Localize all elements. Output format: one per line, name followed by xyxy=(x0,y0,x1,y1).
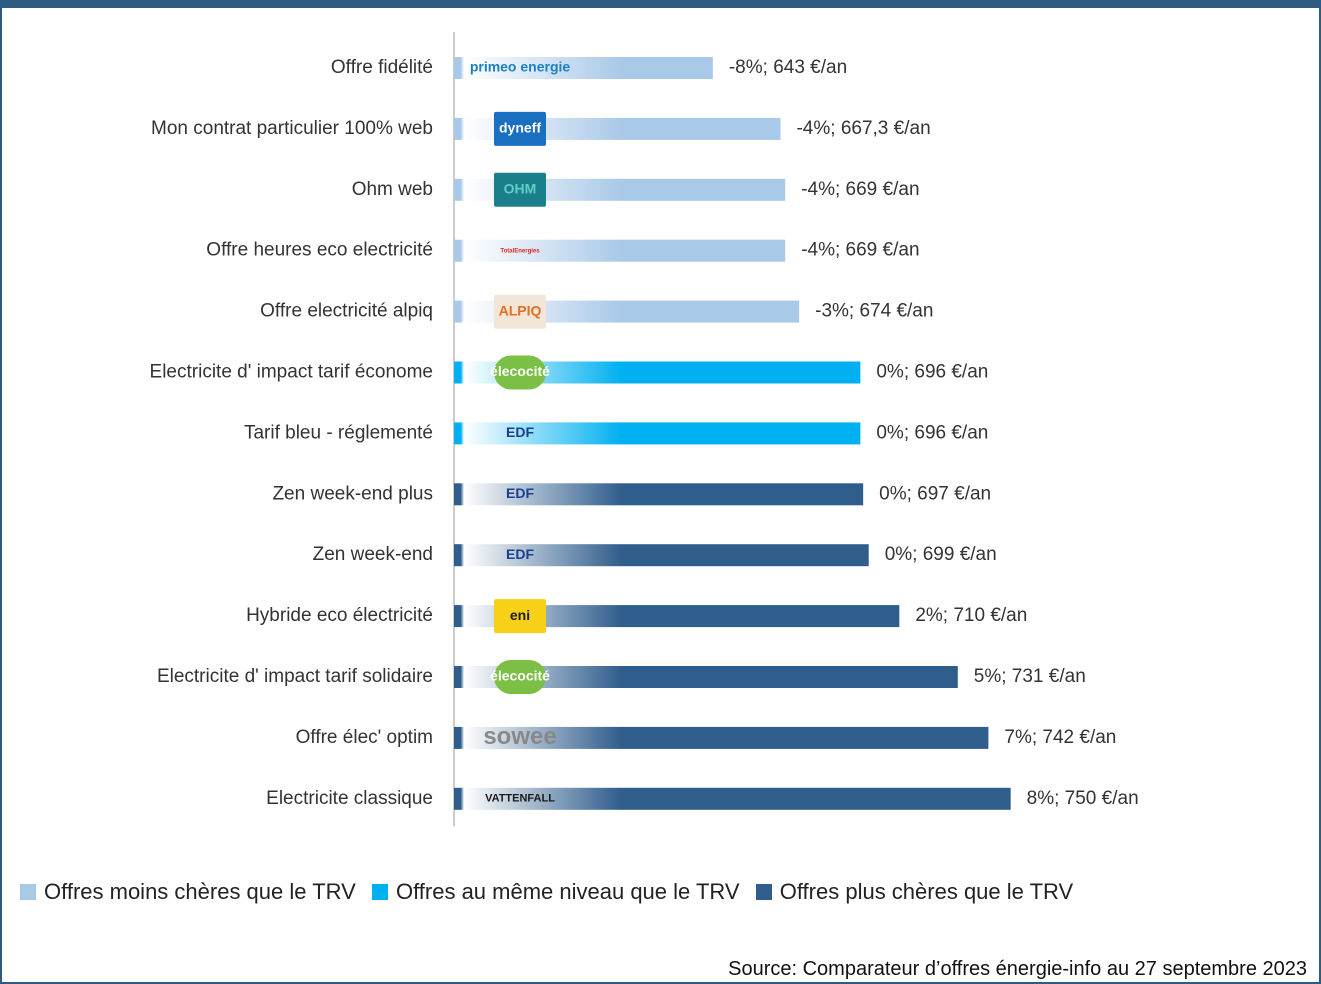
logo-bg xyxy=(494,599,546,634)
category-label: Tarif bleu - réglementé xyxy=(244,422,433,443)
logo: OHM xyxy=(504,181,537,197)
logo: élecocité xyxy=(490,668,550,684)
logo: primeo energie xyxy=(470,59,571,75)
value-label: 2%; 710 €/an xyxy=(915,605,1027,626)
category-label: Zen week-end xyxy=(313,544,433,565)
legend-item: Offres au même niveau que le TRV xyxy=(371,879,740,904)
logo: eni xyxy=(510,607,530,623)
logo-bg xyxy=(494,111,546,146)
logo: EDF xyxy=(506,485,534,501)
bar xyxy=(454,666,958,688)
category-label: Ohm web xyxy=(352,179,433,200)
bar xyxy=(454,605,900,628)
value-label: 0%; 697 €/an xyxy=(879,483,991,504)
value-label: -4%; 667,3 €/an xyxy=(796,118,930,139)
legend-label: Offres au même niveau que le TRV xyxy=(395,879,740,904)
bar xyxy=(454,361,861,384)
category-label: Electricite classique xyxy=(266,788,433,809)
value-label: 0%; 696 €/an xyxy=(876,422,988,443)
category-label: Offre heures eco electricité xyxy=(206,240,433,261)
bar xyxy=(454,544,869,567)
legend-label: Offres moins chères que le TRV xyxy=(44,879,356,904)
legend-swatch xyxy=(755,884,772,900)
logo: ALPIQ xyxy=(499,302,542,318)
bar xyxy=(454,57,713,79)
category-label: Hybride eco électricité xyxy=(246,605,433,626)
category-label: Electricite d' impact tarif solidaire xyxy=(157,666,433,687)
bar xyxy=(454,483,864,506)
bar xyxy=(454,726,989,749)
bar xyxy=(454,787,1011,810)
source: Source: Comparateur d’offres énergie-inf… xyxy=(728,958,1307,980)
legend-label: Offres plus chères que le TRV xyxy=(779,879,1074,904)
logo-bg xyxy=(494,660,546,694)
value-label: 5%; 731 €/an xyxy=(974,666,1086,687)
category-label: Offre fidélité xyxy=(331,57,433,78)
value-label: -4%; 669 €/an xyxy=(801,179,919,200)
category-label: Mon contrat particulier 100% web xyxy=(151,118,433,139)
category-label: Zen week-end plus xyxy=(272,483,433,504)
value-label: 8%; 750 €/an xyxy=(1027,788,1139,809)
logo: dyneff xyxy=(499,120,541,136)
logo: EDF xyxy=(506,546,534,562)
logo-bg xyxy=(494,172,546,207)
logo: EDF xyxy=(506,424,534,440)
value-label: 0%; 696 €/an xyxy=(876,362,988,383)
legend-swatch xyxy=(371,884,388,900)
value-label: -8%; 643 €/an xyxy=(729,57,847,78)
logo-bg xyxy=(494,355,546,390)
category-label: Offre élec' optim xyxy=(296,727,433,748)
value-label: 0%; 699 €/an xyxy=(885,544,997,565)
bar xyxy=(454,239,786,262)
value-label: 7%; 742 €/an xyxy=(1004,727,1116,748)
value-label: -4%; 669 €/an xyxy=(801,240,919,261)
legend-item: Offres moins chères que le TRV xyxy=(20,879,356,904)
logo: sowee xyxy=(483,723,556,750)
logo-bg xyxy=(494,294,546,329)
logo: VATTENFALL xyxy=(485,793,555,805)
logo: élecocité xyxy=(490,363,550,379)
value-label: -3%; 674 €/an xyxy=(815,301,933,322)
legend-swatch xyxy=(20,884,36,900)
category-label: Offre electricité alpiq xyxy=(260,301,433,322)
legend: Offres moins chères que le TRV Offres au… xyxy=(20,874,1270,910)
logo: TotalEnergies xyxy=(500,248,540,254)
category-label: Electricite d' impact tarif économe xyxy=(150,362,433,383)
legend-item: Offres plus chères que le TRV xyxy=(755,879,1074,904)
bar xyxy=(454,422,861,445)
